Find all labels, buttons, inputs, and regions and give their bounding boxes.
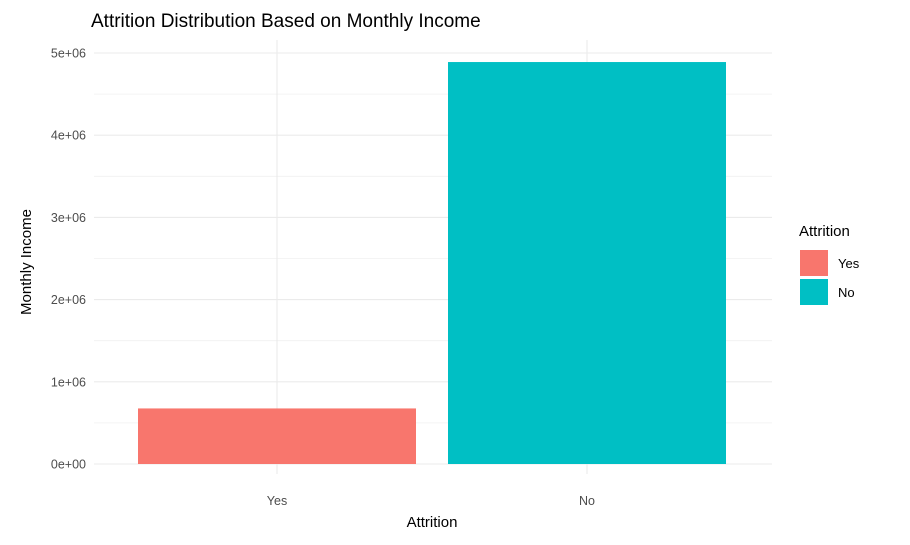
y-axis-title: Monthly Income [18,209,35,315]
chart-title: Attrition Distribution Based on Monthly … [91,11,481,32]
legend-label: Yes [838,256,860,271]
y-tick-label: 1e+06 [51,375,86,389]
bar-no [448,62,726,465]
legend-title: Attrition [799,223,850,240]
bar-yes [138,408,416,464]
y-tick-label: 4e+06 [51,129,86,143]
y-tick-label: 0e+00 [51,458,86,472]
legend-key-no [800,279,828,305]
bars [138,62,726,465]
x-tick-labels: Yes No [267,494,595,508]
legend-items: Yes No [800,250,860,305]
legend-key-yes [800,250,828,276]
x-tick-label: Yes [267,494,287,508]
y-tick-label: 3e+06 [51,211,86,225]
y-tick-labels: 0e+00 1e+06 2e+06 3e+06 4e+06 5e+06 [51,47,86,472]
x-axis-title: Attrition [407,514,458,531]
x-tick-label: No [579,494,595,508]
y-tick-label: 5e+06 [51,47,86,61]
y-tick-label: 2e+06 [51,293,86,307]
legend-label: No [838,285,855,300]
legend: Attrition Yes No [799,223,860,305]
